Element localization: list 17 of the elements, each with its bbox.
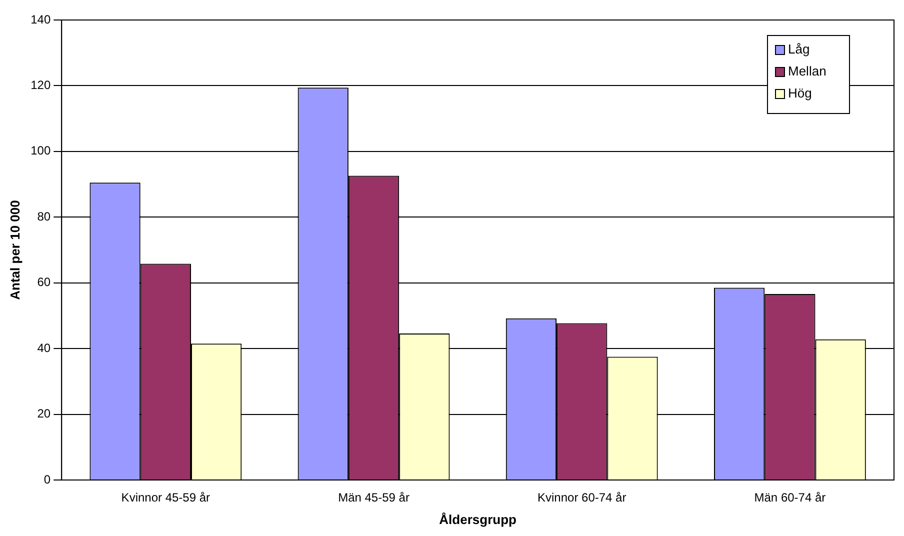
y-tick-label: 120 bbox=[30, 78, 51, 92]
y-axis-title: Antal per 10 000 bbox=[7, 200, 22, 300]
x-tick-label: Kvinnor 60-74 år bbox=[538, 490, 626, 505]
y-tick-label: 100 bbox=[30, 144, 51, 158]
legend-label: Mellan bbox=[788, 64, 826, 79]
legend-label: Hög bbox=[788, 86, 812, 101]
x-tick-label: Män 60-74 år bbox=[754, 490, 826, 505]
y-tick-label: 40 bbox=[37, 340, 51, 355]
x-tick-label: Kvinnor 45-59 år bbox=[121, 490, 210, 505]
y-tick-label: 60 bbox=[37, 275, 51, 290]
legend-label: Låg bbox=[788, 42, 810, 57]
y-tick-label: 80 bbox=[37, 209, 51, 224]
x-tick-label: Män 45-59 år bbox=[338, 490, 410, 505]
y-tick-label: 140 bbox=[30, 12, 51, 26]
y-tick-label: 0 bbox=[44, 472, 51, 486]
x-axis-title: Åldersgrupp bbox=[439, 512, 517, 527]
y-tick-label: 20 bbox=[37, 406, 51, 421]
